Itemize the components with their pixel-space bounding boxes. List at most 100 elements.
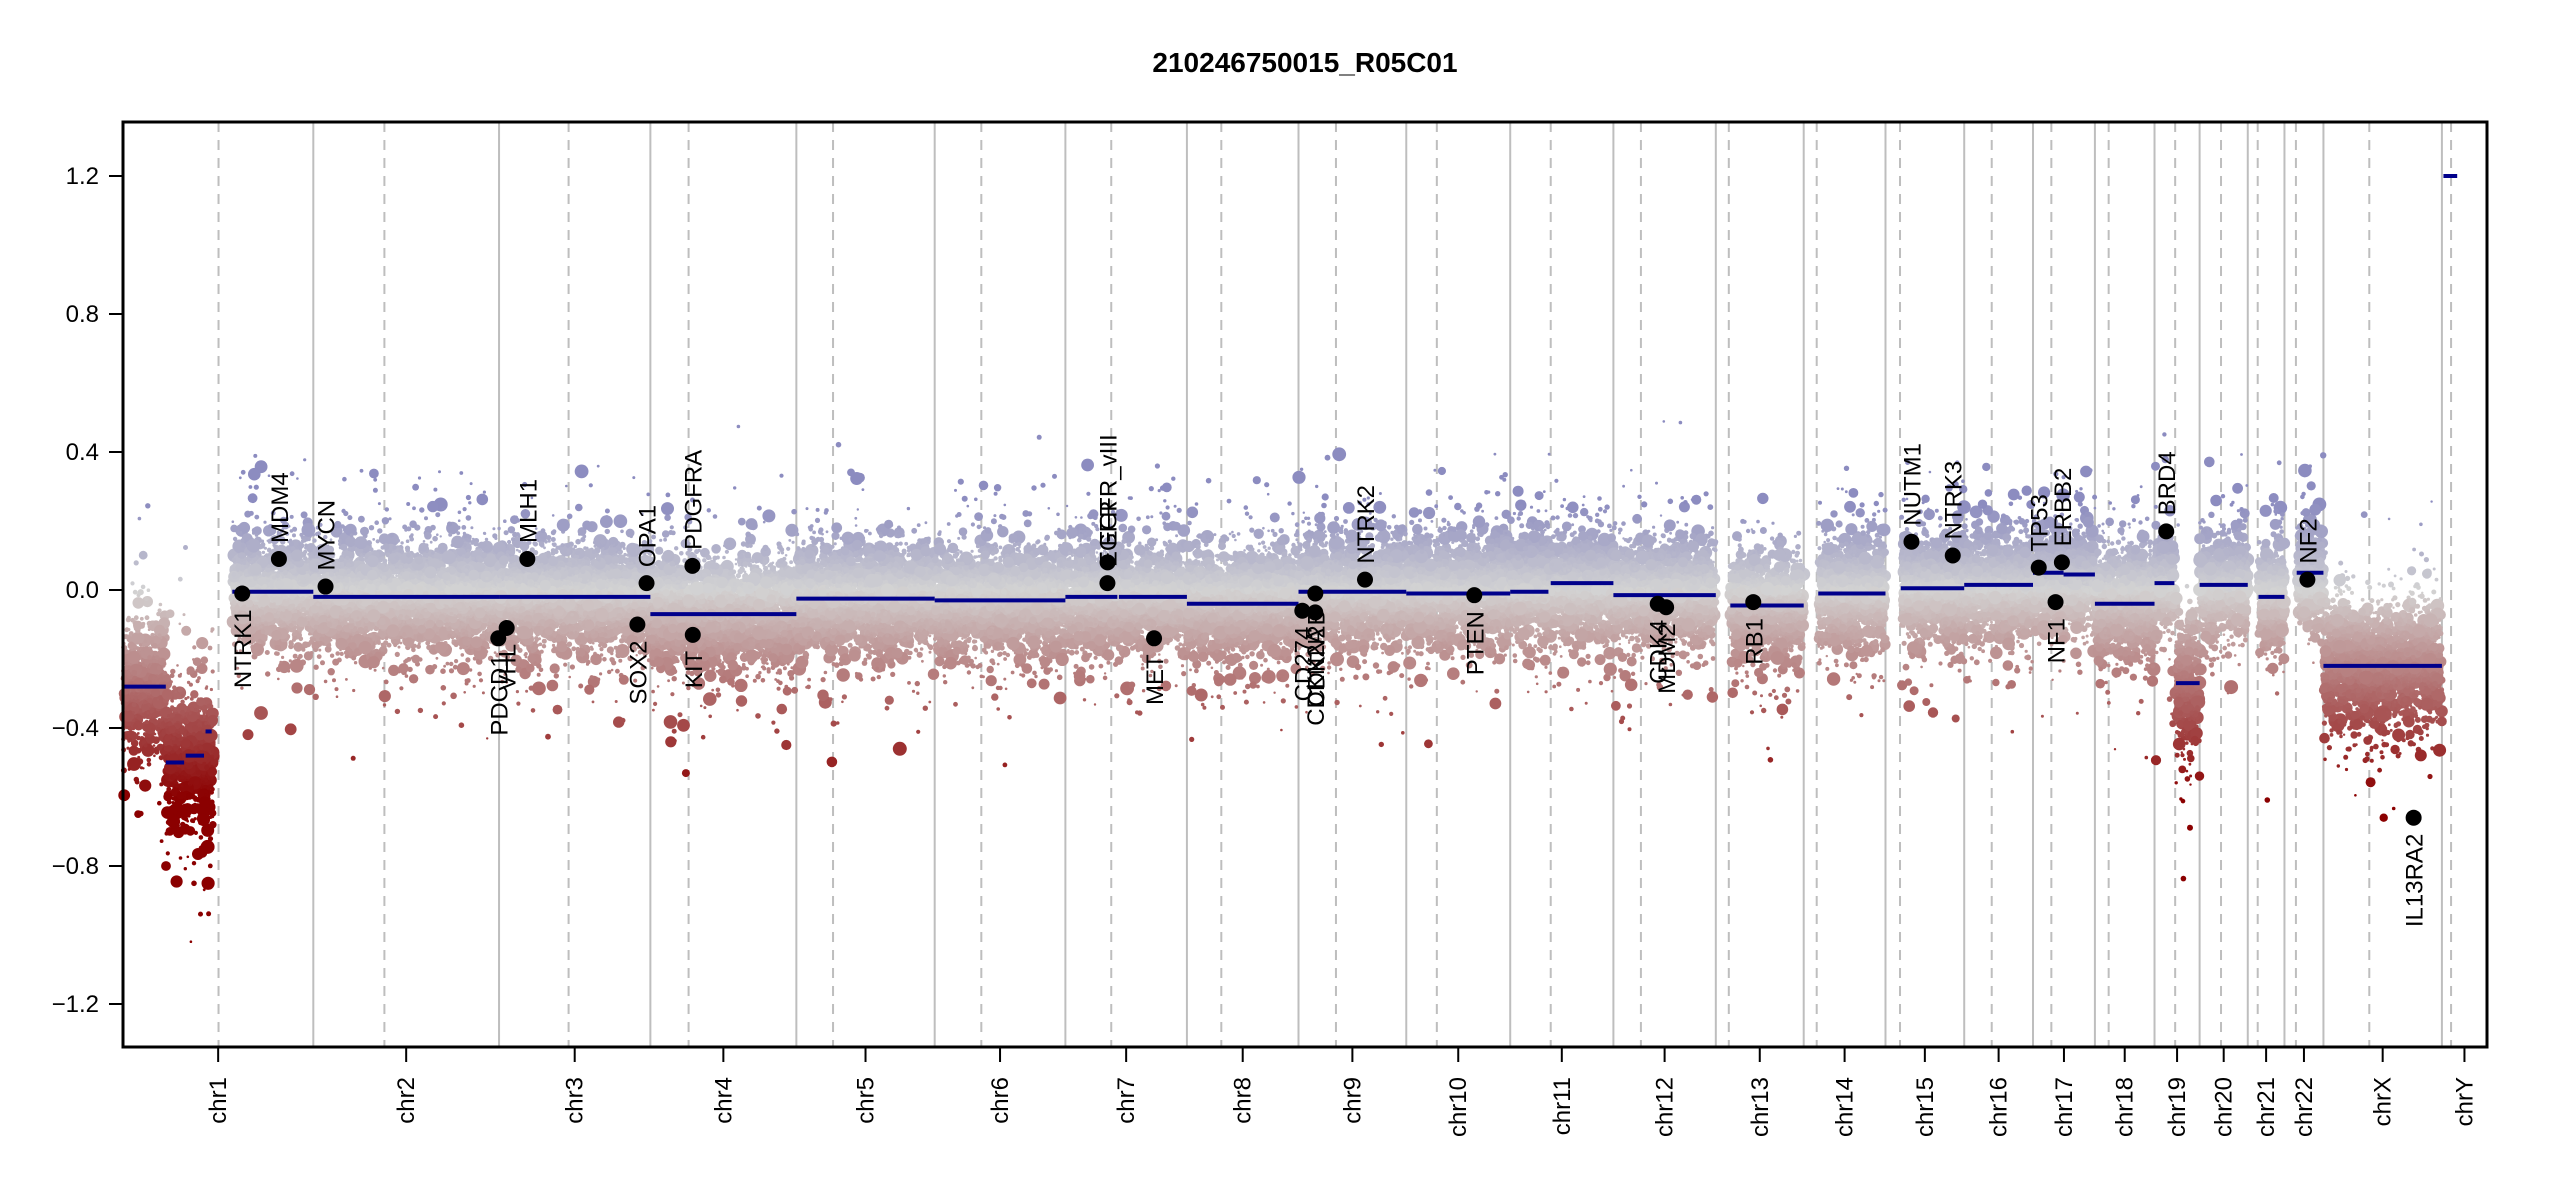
probe-point [157,699,159,701]
probe-point [248,493,258,503]
probe-point [275,580,284,589]
probe-point [170,713,175,718]
probe-point [260,545,263,548]
probe-point [173,780,177,784]
probe-point [304,544,308,548]
probe-point [149,646,151,648]
probe-point [240,554,244,558]
probe-point [142,744,155,757]
probe-point [129,746,139,756]
probe-point [193,779,199,785]
probe-point [291,569,296,574]
probe-point [145,503,150,508]
probe-point [249,511,254,516]
probe-point [300,608,304,612]
probe-point [239,566,244,571]
probe-point [143,704,148,709]
probe-point [303,458,306,461]
probe-point [257,618,260,621]
probe-point [299,533,303,537]
probe-point [298,654,303,659]
probe-point [179,623,182,626]
probe-point [206,824,210,828]
probe-point [199,835,204,840]
probe-point [266,578,270,582]
probe-point [147,588,151,592]
probe-point [163,662,166,665]
probe-point [192,732,196,736]
probe-point [141,585,146,590]
probe-point [133,590,138,595]
probe-point [204,793,207,796]
probe-point [211,669,215,673]
probe-point [124,665,129,670]
probe-point [424,516,428,520]
probe-point [170,680,173,683]
probe-point [208,646,213,651]
probe-point [139,780,151,792]
probe-point [126,731,129,734]
probe-point [162,689,173,700]
probe-point [232,520,235,523]
probe-point [147,680,152,685]
probe-point [148,652,150,654]
probe-point [442,701,446,705]
probe-point [304,684,315,695]
probe-point [265,671,270,676]
probe-point [373,478,377,482]
probe-point [181,716,184,719]
probe-point [127,651,140,664]
probe-point [184,697,187,700]
probe-point [177,791,185,799]
probe-point [283,570,288,575]
probe-point [250,563,262,575]
probe-point [254,515,259,520]
probe-point [382,667,385,670]
probe-point [351,756,356,761]
probe-point [307,537,311,541]
probe-point [384,680,389,685]
probe-point [296,606,300,610]
probe-point [263,584,267,588]
probe-point [147,758,152,763]
probe-point [205,831,209,835]
probe-point [264,547,267,550]
probe-point [245,573,248,576]
probe-point [196,637,208,649]
probe-point [199,710,201,712]
probe-point [153,737,158,742]
probe-point [163,681,166,684]
probe-point [254,485,259,490]
probe-point [140,617,144,621]
probe-point [135,780,140,785]
probe-point [209,810,216,817]
probe-point [275,574,280,579]
probe-point [160,839,164,843]
probe-point [148,629,151,632]
probe-point [174,690,177,693]
probe-point [134,696,138,700]
probe-point [178,674,182,678]
probe-point [206,786,209,789]
probe-point [133,621,143,631]
probe-point [255,460,268,473]
probe-point [147,693,150,696]
probe-point [291,550,303,562]
probe-point [293,654,298,659]
probe-point [158,608,162,612]
probe-point [204,722,207,725]
probe-point [197,725,200,728]
probe-point [181,738,191,748]
probe-point [151,688,160,697]
probe-point [186,792,193,799]
probe-point [178,808,188,818]
probe-point [482,691,485,694]
probe-point [269,596,273,600]
probe-point [306,571,309,574]
probe-point [187,666,195,674]
probe-point [233,568,236,571]
probe-point [297,645,302,650]
probe-point [154,749,159,754]
probe-point [463,507,467,511]
probe-point [283,615,286,618]
